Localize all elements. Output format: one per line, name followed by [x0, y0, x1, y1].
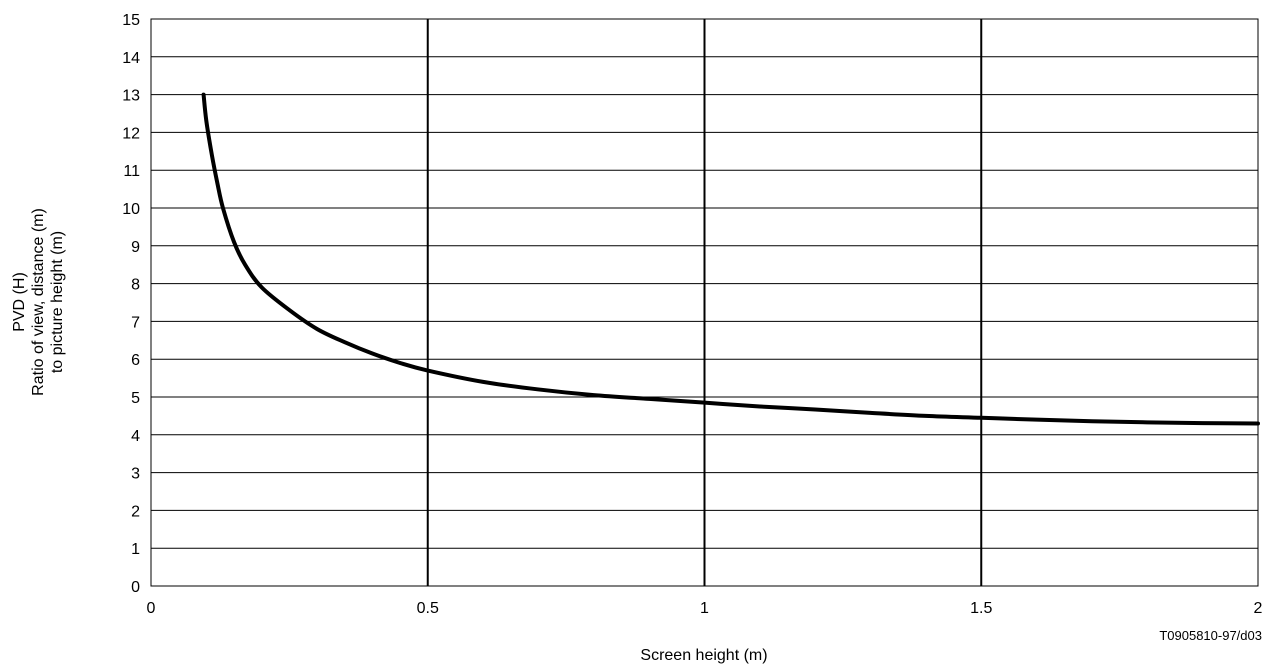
y-tick-label: 12: [122, 125, 140, 142]
x-axis-title: Screen height (m): [640, 647, 767, 664]
y-axis-title-line-1: PVD (H): [11, 272, 28, 332]
y-tick-label: 4: [131, 428, 140, 445]
x-tick-label: 1.5: [970, 600, 992, 617]
x-tick-label: 0: [147, 600, 156, 617]
x-tick-label: 1: [700, 600, 709, 617]
y-tick-label: 1: [131, 541, 140, 558]
x-tick-label: 0.5: [417, 600, 439, 617]
svg-text:Ratio of view, distance (m): Ratio of view, distance (m): [30, 208, 47, 396]
y-tick-label: 15: [122, 12, 140, 29]
y-tick-label: 0: [131, 579, 140, 596]
y-tick-label: 10: [122, 201, 140, 218]
y-tick-label: 5: [131, 390, 140, 407]
y-tick-label: 14: [122, 50, 140, 67]
y-tick-label: 6: [131, 352, 140, 369]
x-tick-labels: 0 0.5 1 1.5 2: [147, 600, 1263, 617]
svg-text:to picture height (m): to picture height (m): [49, 231, 66, 373]
plot-frame: [150, 18, 1259, 587]
y-tick-label: 13: [122, 88, 140, 105]
y-tick-label: 7: [131, 314, 140, 331]
y-tick-label: 3: [131, 466, 140, 483]
y-axis-title-line-2: Ratio of view, distance (m): [30, 208, 47, 396]
figure-reference: T0905810-97/d03: [1159, 628, 1262, 643]
series-line: [201, 92, 1260, 426]
grid: [151, 19, 1258, 586]
x-tick-label: 2: [1254, 600, 1263, 617]
y-tick-label: 9: [131, 239, 140, 256]
svg-text:PVD (H): PVD (H): [11, 272, 28, 332]
y-tick-label: 2: [131, 503, 140, 520]
y-tick-label: 11: [123, 163, 140, 180]
y-tick-label: 8: [131, 277, 140, 294]
y-axis-title-line-3: to picture height (m): [49, 231, 66, 373]
